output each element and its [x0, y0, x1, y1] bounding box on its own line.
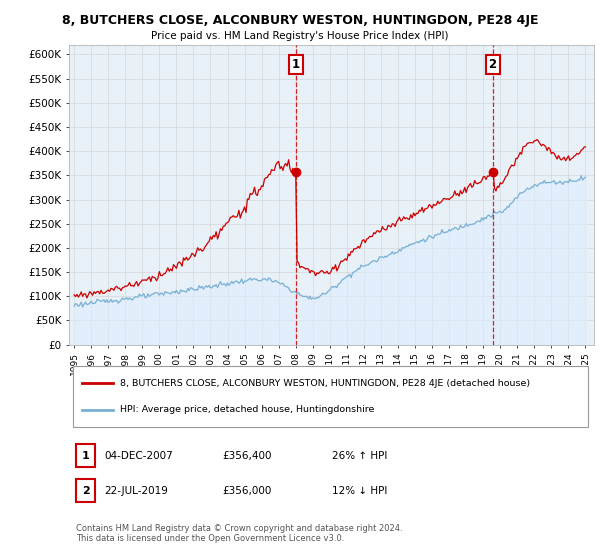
- Text: 8, BUTCHERS CLOSE, ALCONBURY WESTON, HUNTINGDON, PE28 4JE: 8, BUTCHERS CLOSE, ALCONBURY WESTON, HUN…: [62, 14, 538, 27]
- Text: £356,000: £356,000: [222, 486, 271, 496]
- Bar: [76, 444, 95, 468]
- Bar: [76, 479, 95, 502]
- Text: Price paid vs. HM Land Registry's House Price Index (HPI): Price paid vs. HM Land Registry's House …: [151, 31, 449, 41]
- Text: 22-JUL-2019: 22-JUL-2019: [104, 486, 168, 496]
- Text: 04-DEC-2007: 04-DEC-2007: [104, 451, 173, 461]
- Text: 2: 2: [488, 58, 497, 71]
- Text: 1: 1: [292, 58, 300, 71]
- Text: HPI: Average price, detached house, Huntingdonshire: HPI: Average price, detached house, Hunt…: [120, 405, 374, 414]
- Text: 8, BUTCHERS CLOSE, ALCONBURY WESTON, HUNTINGDON, PE28 4JE (detached house): 8, BUTCHERS CLOSE, ALCONBURY WESTON, HUN…: [120, 379, 530, 388]
- Text: 1: 1: [82, 451, 89, 461]
- Text: Contains HM Land Registry data © Crown copyright and database right 2024.
This d: Contains HM Land Registry data © Crown c…: [76, 524, 403, 543]
- Text: 12% ↓ HPI: 12% ↓ HPI: [332, 486, 387, 496]
- Bar: [73, 366, 588, 427]
- Text: 26% ↑ HPI: 26% ↑ HPI: [332, 451, 387, 461]
- Text: 2: 2: [82, 486, 89, 496]
- Text: £356,400: £356,400: [222, 451, 272, 461]
